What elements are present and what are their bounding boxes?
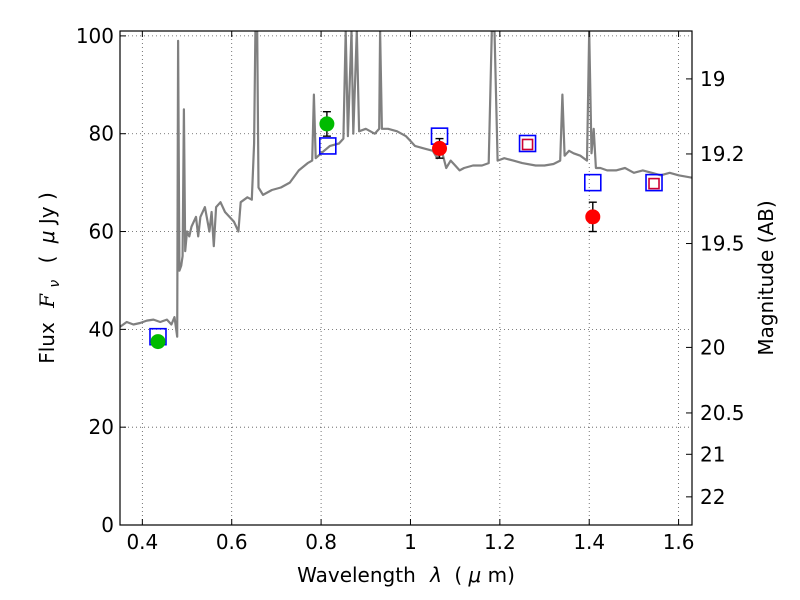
- model-square-1: [318, 137, 337, 155]
- y-right-tick-label-0: 19: [700, 67, 725, 91]
- y-right-tick-label-4: 20.5: [700, 401, 745, 425]
- y-right-tick-label-2: 19.5: [700, 232, 745, 256]
- x-tick-label-6: 1.6: [663, 530, 695, 554]
- y-tick-label-3: 60: [89, 220, 114, 244]
- x-label-open: (: [454, 563, 462, 587]
- y-right-tick-label-1: 19.2: [700, 142, 745, 166]
- grid: [120, 31, 692, 526]
- red_points-point-0: [432, 140, 448, 156]
- green_points-point-0: [150, 334, 166, 350]
- y-tick-label-4: 80: [89, 122, 114, 146]
- small-square-0: [521, 138, 534, 151]
- y-tick-label-0: 0: [101, 513, 114, 537]
- y-label-rest: Jy ): [35, 192, 59, 226]
- y-label-subscript: ν: [47, 280, 63, 288]
- y-label-symbol: F: [35, 293, 59, 309]
- spectrum-line: [120, 31, 692, 338]
- plot-frame: [119, 30, 693, 526]
- y-label-prefix: Flux: [35, 322, 59, 364]
- x-axis-label: Wavelength λ ( μ m): [297, 563, 515, 587]
- y-label-open: (: [35, 256, 59, 264]
- y-right-tick-label-3: 20: [700, 335, 725, 359]
- x-label-prefix: Wavelength: [297, 563, 416, 587]
- y-tick-label-2: 40: [89, 317, 114, 341]
- green_points-point-1: [319, 116, 335, 132]
- x-label-mu: μ: [468, 563, 482, 587]
- y-tick-label-5: 100: [76, 24, 114, 48]
- y-axis-label: Flux F ν ( μ Jy ): [35, 192, 64, 364]
- y-right-tick-label-6: 22: [700, 485, 725, 509]
- red_points-point-1: [585, 209, 601, 225]
- model-square-3: [518, 134, 537, 153]
- y-label-mu: μ: [35, 230, 59, 244]
- model-square-4: [583, 173, 602, 192]
- y-right-tick-label-5: 21: [700, 442, 725, 466]
- y-tick-label-1: 20: [89, 415, 114, 439]
- model-square-5: [645, 173, 663, 192]
- x-tick-label-4: 1.2: [484, 530, 516, 554]
- x-tick-label-0: 0.4: [126, 530, 158, 554]
- data-layer: [120, 31, 692, 350]
- ticks: 0.4 0.6 0.8 1 1.2 1.4 1.6 0 20 40 60 80 100 19 19.2 19.…: [76, 24, 745, 554]
- x-tick-label-3: 1: [404, 530, 417, 554]
- x-tick-label-2: 0.8: [305, 530, 337, 554]
- x-label-symbol: λ: [429, 563, 442, 587]
- x-tick-label-5: 1.4: [573, 530, 605, 554]
- x-label-rest: m): [488, 563, 515, 587]
- small-square-1: [648, 177, 660, 190]
- x-tick-label-1: 0.6: [216, 530, 248, 554]
- y-right-axis-label: Magnitude (AB): [754, 200, 778, 355]
